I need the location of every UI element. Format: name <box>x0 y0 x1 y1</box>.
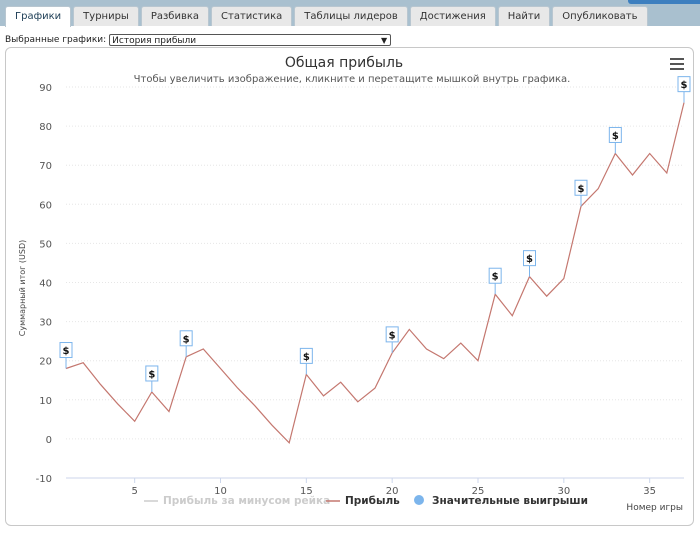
flag-box <box>299 347 313 364</box>
dollar-icon: $ <box>183 334 190 345</box>
tab-statistics[interactable]: Статистика <box>211 6 293 26</box>
y-tick-label: -10 <box>36 474 52 485</box>
tab-find[interactable]: Найти <box>497 6 551 26</box>
graph-select[interactable]: История прибыли ▼ <box>109 34 392 46</box>
dollar-icon: $ <box>389 330 396 341</box>
y-tick-label: 80 <box>39 122 52 133</box>
dollar-icon: $ <box>681 80 688 91</box>
y-axis-title: Суммарный итог (USD) <box>18 240 27 337</box>
profit-series <box>65 102 685 444</box>
tab-bar: Графики Турниры Разбивка Статистика Табл… <box>5 6 650 27</box>
graph-selector-row: Выбранные графики: История прибыли ▼ <box>5 34 392 46</box>
dollar-icon: $ <box>492 272 499 283</box>
dollar-icon: $ <box>63 346 70 357</box>
profit-line <box>65 102 685 444</box>
x-axis-title: Номер игры <box>626 503 683 513</box>
top-bar: Графики Турниры Разбивка Статистика Табл… <box>0 0 700 27</box>
y-tick-label: 70 <box>39 161 52 172</box>
flag-box <box>608 126 622 143</box>
x-tick-label: 15 <box>300 486 313 497</box>
legend-item-profit[interactable]: Прибыль <box>326 495 400 507</box>
y-tick-label: 50 <box>39 239 52 250</box>
flag-box <box>59 342 73 359</box>
tab-tournaments[interactable]: Турниры <box>73 6 139 26</box>
dollar-icon: $ <box>526 254 533 265</box>
legend-item-net-profit[interactable]: Прибыль за минусом рейка <box>144 495 330 507</box>
y-tick-label: 0 <box>46 435 52 446</box>
y-tick-label: 30 <box>39 318 52 329</box>
flag-box <box>385 326 399 343</box>
big-win-flag[interactable]: $ <box>523 250 536 277</box>
legend-dot-symbol <box>414 495 424 505</box>
tab-breakdown[interactable]: Разбивка <box>140 6 210 26</box>
graph-selector-label: Выбранные графики: <box>5 35 107 45</box>
flag-box <box>523 250 536 267</box>
big-win-flag[interactable]: $ <box>59 342 73 369</box>
legend-label: Прибыль за минусом рейка <box>163 495 330 507</box>
x-axis: 5 10 15 20 25 30 35 <box>66 477 684 497</box>
big-win-markers[interactable]: $ $ $ $ $ $ $ $ $ $ <box>59 76 691 392</box>
x-tick-label: 10 <box>214 486 227 497</box>
flag-box <box>145 365 159 382</box>
y-tick-label: 20 <box>39 357 52 368</box>
big-win-flag[interactable]: $ <box>385 326 399 353</box>
big-win-flag[interactable]: $ <box>677 76 691 103</box>
legend-label: Значительные выигрыши <box>432 495 588 507</box>
big-win-flag[interactable]: $ <box>145 365 159 392</box>
dollar-icon: $ <box>612 131 619 142</box>
x-tick-label: 5 <box>131 486 137 497</box>
top-corner-accent <box>628 0 700 4</box>
y-tick-label: 60 <box>39 200 52 211</box>
x-tick-label: 35 <box>643 486 656 497</box>
tab-publish[interactable]: Опубликовать <box>552 6 648 26</box>
tab-graphs[interactable]: Графики <box>5 6 72 27</box>
profit-chart[interactable]: Общая прибыль Чтобы увеличить изображени… <box>6 48 693 525</box>
flag-box <box>677 76 691 93</box>
chevron-down-icon: ▼ <box>381 36 388 45</box>
flag-box <box>179 330 193 347</box>
dollar-icon: $ <box>303 352 310 363</box>
y-tick-label: 40 <box>39 279 52 290</box>
y-tick-label: 90 <box>39 83 52 94</box>
tab-leaderboards[interactable]: Таблицы лидеров <box>294 6 408 26</box>
legend-item-big-wins[interactable]: Значительные выигрыши <box>414 495 588 507</box>
x-tick-label: 25 <box>472 486 485 497</box>
chart-container[interactable]: Общая прибыль Чтобы увеличить изображени… <box>5 47 694 526</box>
chart-legend[interactable]: Прибыль за минусом рейка Прибыль Значитель… <box>144 495 588 507</box>
dollar-icon: $ <box>148 369 155 380</box>
x-tick-label: 30 <box>557 486 570 497</box>
tab-achievements[interactable]: Достижения <box>409 6 496 26</box>
y-gridlines <box>66 86 684 479</box>
big-win-flag[interactable]: $ <box>608 126 622 154</box>
dollar-icon: $ <box>578 184 585 195</box>
graph-select-value: История прибыли <box>112 36 197 46</box>
big-win-flag[interactable]: $ <box>299 347 313 375</box>
big-win-flag[interactable]: $ <box>179 330 193 357</box>
x-tick-label: 20 <box>386 486 399 497</box>
flag-box <box>488 267 502 284</box>
chart-menu-icon[interactable] <box>670 58 684 70</box>
chart-subtitle: Чтобы увеличить изображение, кликните и … <box>134 74 571 85</box>
legend-label: Прибыль <box>345 495 400 507</box>
big-win-flag[interactable]: $ <box>574 179 588 207</box>
big-win-flag[interactable]: $ <box>488 267 502 295</box>
chart-title: Общая прибыль <box>285 55 403 71</box>
flag-box <box>574 179 588 196</box>
y-axis-labels: -10 0 10 20 30 40 50 60 70 80 90 <box>36 83 52 485</box>
y-tick-label: 10 <box>39 396 52 407</box>
